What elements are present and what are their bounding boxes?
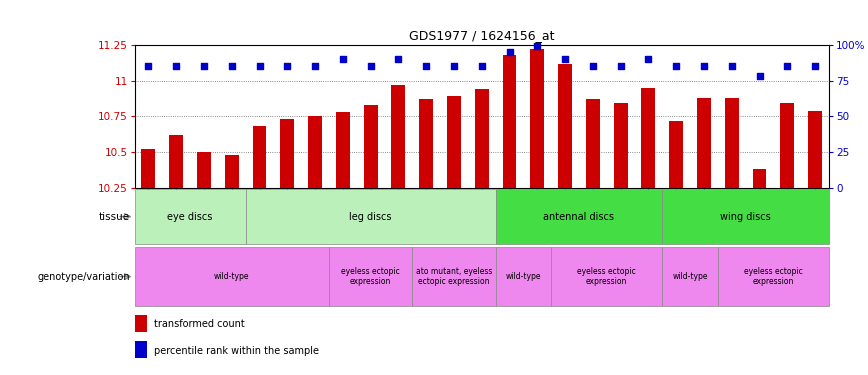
Bar xyxy=(419,99,433,188)
Point xyxy=(614,63,628,69)
Text: wild-type: wild-type xyxy=(506,272,541,281)
Bar xyxy=(718,247,829,306)
Point xyxy=(391,56,405,62)
Point xyxy=(364,63,378,69)
Text: eyeless ectopic
expression: eyeless ectopic expression xyxy=(744,267,803,286)
Bar xyxy=(697,98,711,188)
Bar xyxy=(496,247,551,306)
Text: eyeless ectopic
expression: eyeless ectopic expression xyxy=(577,267,636,286)
Bar xyxy=(253,126,266,188)
Bar xyxy=(662,189,829,244)
Point xyxy=(503,49,516,55)
Bar xyxy=(280,119,294,188)
Point xyxy=(780,63,794,69)
Point xyxy=(419,63,433,69)
Text: percentile rank within the sample: percentile rank within the sample xyxy=(154,346,319,356)
Bar xyxy=(641,88,655,188)
Text: genotype/variation: genotype/variation xyxy=(37,272,130,282)
Text: wing discs: wing discs xyxy=(720,211,771,222)
Bar xyxy=(225,155,239,188)
Bar xyxy=(197,152,211,188)
Point xyxy=(725,63,739,69)
Point xyxy=(169,63,183,69)
Bar xyxy=(586,99,600,188)
Point xyxy=(447,63,461,69)
Point xyxy=(669,63,683,69)
Bar xyxy=(135,315,147,332)
Point xyxy=(197,63,211,69)
Point xyxy=(253,63,266,69)
Bar xyxy=(725,98,739,188)
Text: transformed count: transformed count xyxy=(154,319,245,329)
Bar xyxy=(503,55,516,188)
Bar xyxy=(412,247,496,306)
Point xyxy=(558,56,572,62)
Bar xyxy=(447,96,461,188)
Point xyxy=(225,63,239,69)
Point xyxy=(280,63,294,69)
Text: ato mutant, eyeless
ectopic expression: ato mutant, eyeless ectopic expression xyxy=(416,267,492,286)
Point xyxy=(308,63,322,69)
Point xyxy=(753,74,766,80)
Bar xyxy=(551,247,662,306)
Point xyxy=(586,63,600,69)
Bar xyxy=(780,104,794,188)
Bar xyxy=(662,247,718,306)
Bar xyxy=(614,104,628,188)
Point xyxy=(475,63,489,69)
Bar xyxy=(169,135,183,188)
Bar xyxy=(364,105,378,188)
Bar xyxy=(475,89,489,188)
Text: leg discs: leg discs xyxy=(350,211,391,222)
Bar xyxy=(496,189,662,244)
Bar xyxy=(558,63,572,188)
Bar xyxy=(669,120,683,188)
Bar xyxy=(753,169,766,188)
Point xyxy=(808,63,822,69)
Text: wild-type: wild-type xyxy=(673,272,707,281)
Bar xyxy=(135,189,246,244)
Bar xyxy=(329,247,412,306)
Bar xyxy=(141,149,155,188)
Point xyxy=(530,44,544,50)
Bar xyxy=(308,116,322,188)
Point xyxy=(141,63,155,69)
Text: antennal discs: antennal discs xyxy=(543,211,615,222)
Title: GDS1977 / 1624156_at: GDS1977 / 1624156_at xyxy=(409,30,555,42)
Point xyxy=(336,56,350,62)
Text: tissue: tissue xyxy=(99,211,130,222)
Bar xyxy=(391,85,405,188)
Text: wild-type: wild-type xyxy=(214,272,249,281)
Bar xyxy=(336,112,350,188)
Text: eye discs: eye discs xyxy=(168,211,213,222)
Text: eyeless ectopic
expression: eyeless ectopic expression xyxy=(341,267,400,286)
Point xyxy=(697,63,711,69)
Bar xyxy=(246,189,496,244)
Bar xyxy=(135,341,147,358)
Bar xyxy=(530,49,544,188)
Bar xyxy=(808,111,822,188)
Bar xyxy=(135,247,329,306)
Point xyxy=(641,56,655,62)
